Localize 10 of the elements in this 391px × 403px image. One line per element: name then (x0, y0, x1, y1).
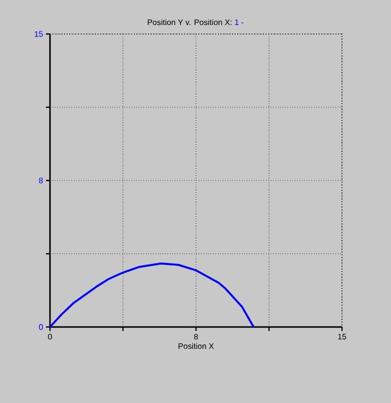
text: 1 - (235, 19, 244, 25)
chart-title: Position Y v. Position X: (148, 19, 232, 26)
x-tick-label: 8 (194, 334, 198, 340)
y-tick-label: 0 (38, 324, 43, 330)
x-axis-title: Position X (178, 343, 214, 349)
x-tick-label: 15 (338, 334, 346, 340)
y-tick-label: 15 (34, 31, 43, 37)
line-series (49, 262, 255, 328)
x-tick-label: 0 (48, 334, 52, 340)
y-tick-label: 8 (39, 178, 43, 184)
